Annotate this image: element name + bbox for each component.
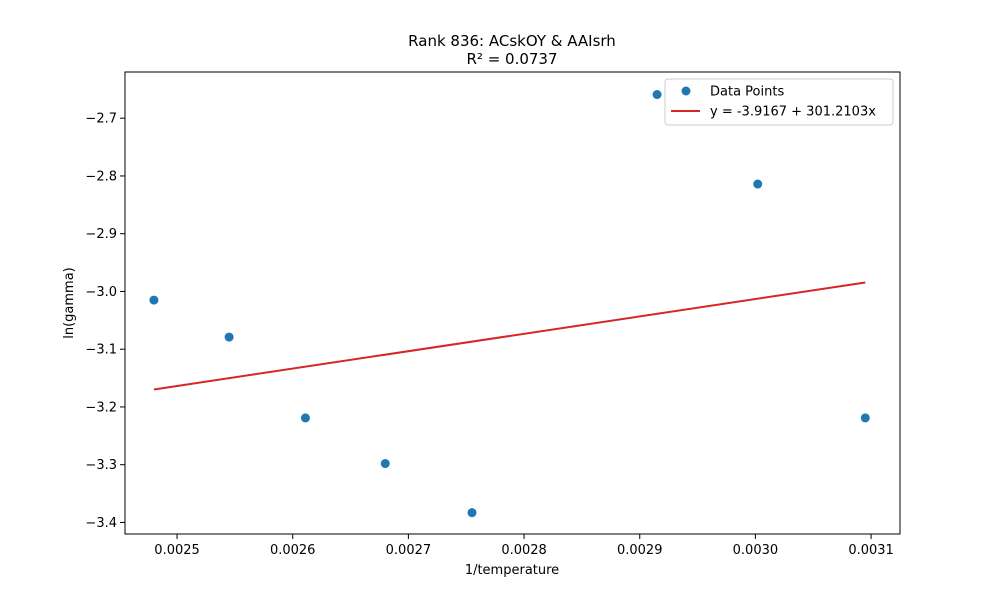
legend-label-data-points: Data Points	[710, 85, 784, 100]
x-tick-label: 0.0027	[386, 543, 432, 558]
y-axis: −3.4 −3.3 −3.2 −3.1 −3.0 −2.9 −2.8 −2.7	[85, 112, 125, 531]
y-tick-label: −3.3	[85, 458, 117, 473]
y-tick-label: −3.2	[85, 400, 117, 415]
x-axis-label: 1/temperature	[465, 563, 559, 578]
x-tick-label: 0.0028	[501, 543, 547, 558]
y-tick-label: −2.8	[85, 169, 117, 184]
data-point	[652, 90, 662, 100]
x-tick-label: 0.0031	[848, 543, 894, 558]
legend-label-fit-line: y = -3.9167 + 301.2103x	[710, 105, 876, 120]
data-point	[753, 179, 763, 189]
data-point	[467, 508, 477, 518]
y-axis-label: ln(gamma)	[62, 267, 77, 339]
data-point	[300, 413, 310, 423]
legend-scatter-marker	[681, 86, 691, 96]
chart-title: Rank 836: ACskOY & AAIsrh	[408, 32, 616, 50]
data-point	[380, 459, 390, 469]
y-tick-label: −2.7	[85, 112, 117, 127]
y-tick-label: −3.0	[85, 285, 117, 300]
legend-frame	[664, 78, 894, 126]
y-tick-label: −3.1	[85, 343, 117, 358]
legend: Data Points y = -3.9167 + 301.2103x	[664, 78, 894, 126]
x-tick-label: 0.0030	[733, 543, 779, 558]
data-point	[149, 295, 159, 305]
data-point	[224, 332, 234, 342]
y-tick-label: −3.4	[85, 516, 117, 531]
chart-subtitle: R² = 0.0737	[466, 50, 557, 68]
y-tick-label: −2.9	[85, 227, 117, 242]
x-axis: 0.0025 0.0026 0.0027 0.0028 0.0029 0.0030 0.00…	[154, 534, 894, 558]
plot-area	[125, 72, 900, 534]
x-tick-label: 0.0029	[617, 543, 663, 558]
x-tick-label: 0.0025	[154, 543, 200, 558]
data-point	[860, 413, 870, 423]
plot-frame	[124, 71, 901, 535]
chart-marks	[149, 90, 870, 518]
x-tick-label: 0.0026	[270, 543, 316, 558]
fit-line	[153, 281, 866, 391]
